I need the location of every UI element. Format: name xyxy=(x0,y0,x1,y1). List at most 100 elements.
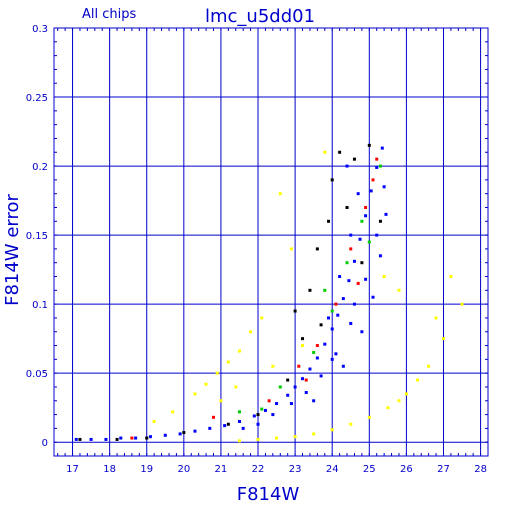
data-point xyxy=(226,360,230,364)
x-tick-label: 27 xyxy=(437,464,450,475)
data-point xyxy=(358,237,362,241)
data-point xyxy=(208,426,212,430)
x-tick-label: 18 xyxy=(103,464,116,475)
data-point xyxy=(338,275,342,279)
data-point xyxy=(441,337,445,341)
data-point xyxy=(89,437,93,441)
data-point xyxy=(349,422,353,426)
data-point xyxy=(360,330,364,334)
data-point xyxy=(241,426,245,430)
data-point xyxy=(375,165,379,169)
data-point xyxy=(301,344,305,348)
data-point xyxy=(134,436,138,440)
data-point xyxy=(293,435,297,439)
data-point xyxy=(326,219,330,223)
chart-subtitle: All chips xyxy=(82,7,136,22)
data-point xyxy=(193,429,197,433)
x-axis-label: F814W xyxy=(237,484,300,505)
data-point xyxy=(315,247,319,251)
data-point xyxy=(256,437,260,441)
x-tick-label: 28 xyxy=(474,464,487,475)
data-point xyxy=(148,435,152,439)
x-tick-label: 24 xyxy=(326,464,339,475)
data-point xyxy=(312,350,316,354)
data-point xyxy=(375,233,379,237)
data-point xyxy=(378,254,382,258)
y-tick-label: 0.25 xyxy=(26,93,48,104)
data-point xyxy=(427,364,431,368)
data-point xyxy=(326,316,330,320)
data-point xyxy=(404,392,408,396)
data-point xyxy=(380,146,384,150)
data-point xyxy=(237,419,241,423)
data-point xyxy=(352,302,356,306)
x-tick-label: 23 xyxy=(289,464,302,475)
data-point xyxy=(397,399,401,403)
data-point xyxy=(289,402,293,406)
data-point xyxy=(349,233,353,237)
data-point xyxy=(204,382,208,386)
data-point xyxy=(78,437,82,441)
series-1 xyxy=(152,150,464,443)
data-point xyxy=(275,402,279,406)
data-point xyxy=(263,408,267,412)
data-point xyxy=(267,399,271,403)
x-tick-label: 21 xyxy=(215,464,228,475)
y-tick-label: 0.05 xyxy=(26,369,48,380)
data-point xyxy=(416,378,420,382)
data-point xyxy=(352,259,356,263)
data-point xyxy=(308,367,312,371)
data-point xyxy=(130,436,134,440)
data-points xyxy=(74,143,464,443)
data-point xyxy=(152,419,156,423)
y-tick-label: 0.1 xyxy=(32,300,48,311)
data-point xyxy=(323,150,327,154)
data-point xyxy=(384,212,388,216)
data-point xyxy=(260,316,264,320)
x-tick-label: 25 xyxy=(363,464,376,475)
data-point xyxy=(345,205,349,209)
data-point xyxy=(212,415,216,419)
data-point xyxy=(193,392,197,396)
data-point xyxy=(449,275,453,279)
data-point xyxy=(323,288,327,292)
y-tick-label: 0.2 xyxy=(32,162,48,173)
data-point xyxy=(260,407,264,411)
data-point xyxy=(297,364,301,368)
data-point xyxy=(334,302,338,306)
data-point xyxy=(256,422,260,426)
data-point xyxy=(286,378,290,382)
data-point xyxy=(369,189,373,193)
data-point xyxy=(223,424,227,428)
data-point xyxy=(336,313,340,317)
y-axis-label: F814W error xyxy=(2,194,23,306)
data-point xyxy=(386,406,390,410)
data-point xyxy=(364,205,368,209)
data-point xyxy=(349,247,353,251)
chart-title: lmc_u5dd01 xyxy=(205,6,315,27)
data-point xyxy=(171,410,175,414)
data-point xyxy=(315,344,319,348)
data-point xyxy=(360,261,364,265)
data-point xyxy=(330,428,334,432)
data-point xyxy=(378,164,382,168)
x-tick-label: 19 xyxy=(140,464,153,475)
data-point xyxy=(308,288,312,292)
data-point xyxy=(356,192,360,196)
data-point xyxy=(234,385,238,389)
series-3 xyxy=(130,157,379,440)
data-point xyxy=(319,323,323,327)
series-0 xyxy=(74,146,388,441)
x-tick-label: 20 xyxy=(177,464,190,475)
data-point xyxy=(330,357,334,361)
data-point xyxy=(364,214,368,218)
data-point xyxy=(382,185,386,189)
data-point xyxy=(293,385,297,389)
data-point xyxy=(371,178,375,182)
data-point xyxy=(341,297,345,301)
data-point xyxy=(237,410,241,414)
data-point xyxy=(219,399,223,403)
data-point xyxy=(345,261,349,265)
data-point xyxy=(182,431,186,435)
